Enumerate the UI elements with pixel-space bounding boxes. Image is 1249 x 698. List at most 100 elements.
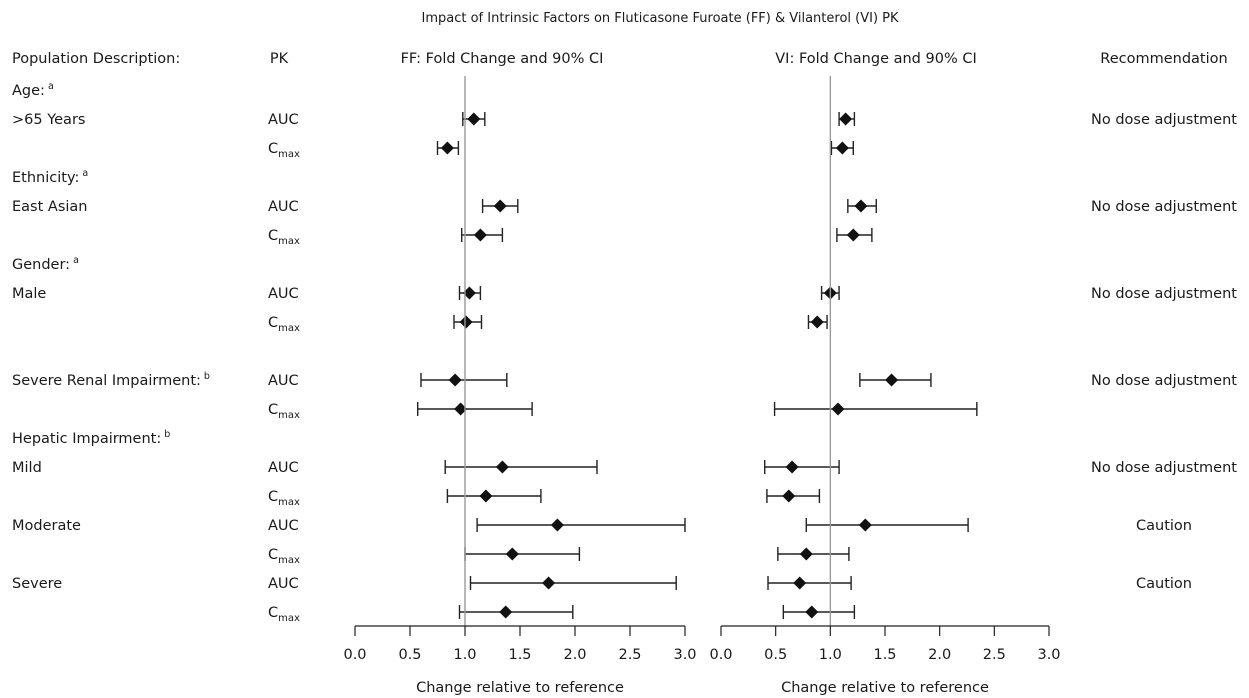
vi-estimate (807, 315, 828, 329)
point-estimate (505, 547, 519, 561)
pk-label: AUC (268, 576, 299, 592)
recommendation: No dose adjustment (1091, 199, 1237, 215)
point-estimate (835, 141, 849, 155)
label-text: East Asian (12, 199, 87, 215)
pk-label: Cmax (268, 547, 300, 566)
label-text: Moderate (12, 518, 81, 534)
pk-subscript: max (278, 323, 300, 334)
population-label: Male (12, 286, 46, 302)
point-estimate (810, 315, 824, 329)
point-estimate (542, 576, 556, 590)
chart-title: Impact of Intrinsic Factors on Fluticaso… (421, 11, 899, 26)
pk-text: C (268, 489, 278, 505)
pk-label: AUC (268, 199, 299, 215)
x-tick-label: 3.0 (673, 647, 696, 663)
ff-estimate (446, 489, 542, 503)
point-estimate (550, 518, 564, 532)
point-estimate (839, 112, 853, 126)
pk-text: C (268, 315, 278, 331)
panel-vi: 0.0 0.5 1.0 1.5 2.0 2.5 3.0 Change relative to … (709, 76, 1061, 696)
pk-label: AUC (268, 373, 299, 389)
population-label: >65 Years (12, 112, 85, 128)
group-header-label: Hepatic Impairment: b (12, 429, 170, 447)
population-label: East Asian (12, 199, 87, 215)
point-estimate (473, 228, 487, 242)
point-estimate (793, 576, 807, 590)
x-tick-label: 0.5 (764, 647, 787, 663)
population-label: Mild (12, 460, 42, 476)
group-header: Gender: a (12, 255, 79, 273)
data-row: Severe AUC Caution (12, 576, 1192, 592)
vi-estimate (767, 576, 852, 590)
vi-estimate (773, 402, 978, 416)
panel-ff: 0.0 0.5 1.0 1.5 2.0 2.5 3.0 Change relative to … (343, 76, 697, 696)
group-header-label: Age: a (12, 81, 54, 99)
pk-text: AUC (268, 460, 299, 476)
data-row: Cmax (268, 228, 873, 247)
pk-text: AUC (268, 112, 299, 128)
pk-text: C (268, 605, 278, 621)
ff-estimate (453, 315, 483, 329)
group-header: Age: a (12, 81, 54, 99)
point-estimate (467, 112, 481, 126)
label-text: Ethnicity: (12, 170, 79, 186)
data-row: Cmax (268, 605, 856, 624)
x-tick-label: 0.0 (343, 647, 366, 663)
pk-text: C (268, 402, 278, 418)
pk-text: AUC (268, 286, 299, 302)
label-text: Mild (12, 460, 42, 476)
footnote-marker: a (70, 255, 79, 266)
pk-label: Cmax (268, 141, 300, 160)
point-estimate (495, 460, 509, 474)
x-tick-label: 1.0 (819, 647, 842, 663)
data-row: Moderate AUC Caution (12, 518, 1192, 534)
data-row: Cmax (268, 547, 850, 566)
population-label: Severe Renal Impairment: b (12, 371, 210, 389)
ff-estimate (417, 402, 533, 416)
ff-estimate (458, 286, 482, 300)
point-estimate (805, 605, 819, 619)
recommendation: Caution (1136, 576, 1192, 592)
recommendation: No dose adjustment (1091, 460, 1237, 476)
pk-subscript: max (278, 613, 300, 624)
ff-estimate (462, 112, 486, 126)
pk-header: PK (270, 51, 289, 67)
vi-panel-title: VI: Fold Change and 90% CI (775, 51, 976, 67)
label-text: Hepatic Impairment: (12, 431, 161, 447)
point-estimate (846, 228, 860, 242)
ff-estimate (481, 199, 519, 213)
point-estimate (831, 402, 845, 416)
point-estimate (785, 460, 799, 474)
vi-estimate (764, 460, 840, 474)
pk-subscript: max (278, 149, 300, 160)
point-estimate (462, 286, 476, 300)
group-header: Hepatic Impairment: b (12, 429, 170, 447)
ff-estimate (444, 460, 598, 474)
footnote-marker: a (45, 81, 54, 92)
footnote-marker: a (79, 168, 88, 179)
pk-label: Cmax (268, 315, 300, 334)
point-estimate (499, 605, 513, 619)
pk-subscript: max (278, 236, 300, 247)
pk-text: AUC (268, 518, 299, 534)
group-header-label: Ethnicity: a (12, 168, 88, 186)
point-estimate (885, 373, 899, 387)
label-text: Severe Renal Impairment: (12, 373, 201, 389)
population-label: Severe (12, 576, 62, 592)
recommendation: No dose adjustment (1091, 286, 1237, 302)
data-row: Cmax (268, 141, 854, 160)
group-header: Ethnicity: a (12, 168, 88, 186)
x-tick-label: 2.5 (983, 647, 1006, 663)
x-tick-label: 1.0 (453, 647, 476, 663)
data-row: Cmax (268, 315, 828, 334)
point-estimate (858, 518, 872, 532)
x-tick-label: 2.0 (563, 647, 586, 663)
ff-panel-title: FF: Fold Change and 90% CI (401, 51, 604, 67)
pk-label: AUC (268, 518, 299, 534)
x-tick-label: 3.0 (1037, 647, 1060, 663)
x-tick-label: 2.0 (928, 647, 951, 663)
x-tick-label: 1.5 (508, 647, 531, 663)
footnote-marker: b (161, 429, 170, 440)
pk-text: AUC (268, 576, 299, 592)
